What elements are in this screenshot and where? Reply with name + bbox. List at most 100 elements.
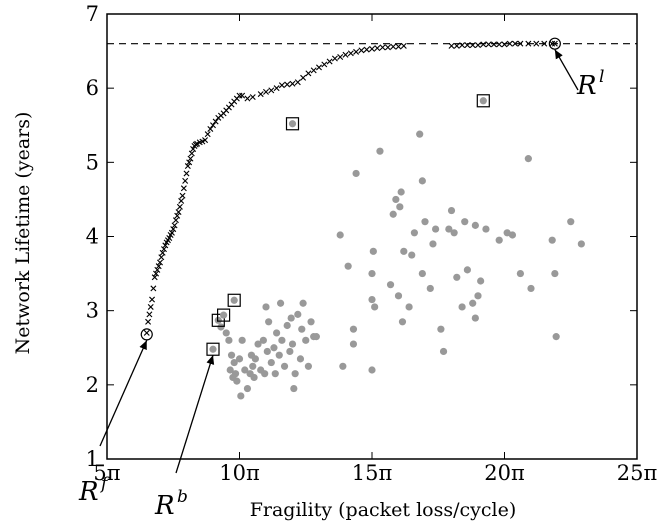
data-point-dot	[447, 206, 456, 215]
data-point-cross	[300, 74, 307, 81]
data-point-cross	[176, 203, 183, 210]
data-point-dot	[261, 370, 269, 378]
data-point-dot	[271, 370, 279, 378]
data-point-cross	[212, 118, 219, 125]
data-point-dot	[241, 366, 249, 374]
data-point-dot	[225, 336, 233, 344]
data-point-dot	[471, 221, 479, 229]
data-point-dot	[408, 251, 416, 259]
data-point-cross	[172, 217, 179, 224]
data-point-cross	[358, 47, 365, 54]
data-point-cross	[249, 94, 256, 101]
y-tick-label: 1	[86, 447, 99, 471]
data-point-cross	[145, 318, 152, 325]
data-point-dot	[251, 355, 259, 363]
data-point-dot	[469, 299, 477, 307]
data-point-dot	[237, 392, 245, 400]
data-point-cross	[453, 42, 460, 49]
data-point-dot	[471, 314, 479, 322]
data-point-cross	[166, 234, 173, 241]
data-point-dot	[410, 229, 418, 237]
data-point-cross	[180, 185, 187, 192]
highlight-square-marker	[211, 313, 225, 327]
data-point-dot	[398, 318, 407, 326]
y-tick-label: 7	[86, 2, 99, 26]
data-point-dot	[432, 225, 440, 233]
data-point-dot	[291, 370, 299, 378]
data-point-cross	[174, 212, 181, 219]
data-point-dot	[288, 340, 297, 348]
highlight-dot	[220, 311, 228, 319]
data-point-dot	[394, 292, 403, 300]
data-point-dot	[369, 247, 377, 255]
data-point-cross	[501, 41, 508, 48]
data-point-cross	[179, 192, 186, 199]
data-point-cross	[533, 40, 540, 47]
data-point-cross	[342, 51, 349, 58]
data-point-dot	[265, 318, 273, 326]
y-tick-label: 2	[86, 373, 99, 397]
y-tick-label: 5	[86, 150, 99, 174]
data-point-cross	[390, 43, 397, 50]
data-point-dot	[249, 362, 257, 370]
data-point-dot	[296, 355, 305, 363]
x-tick-label: 5π	[93, 461, 120, 485]
data-point-cross	[146, 311, 153, 318]
data-point-dot	[227, 351, 236, 359]
data-point-cross	[236, 92, 243, 99]
data-point-cross	[175, 209, 182, 216]
data-point-cross	[347, 50, 354, 57]
data-point-dot	[524, 155, 532, 163]
data-point-dot	[495, 236, 503, 244]
highlight-dot	[230, 296, 238, 304]
data-point-dot	[552, 333, 560, 341]
data-point-dot	[439, 347, 448, 356]
data-point-dot	[461, 218, 469, 226]
data-point-dot	[577, 240, 585, 248]
annotation-superscript: l	[599, 67, 604, 87]
data-point-dot	[263, 347, 271, 356]
data-point-cross	[149, 296, 156, 303]
data-point-cross	[162, 242, 169, 249]
data-point-dot	[453, 273, 461, 281]
data-point-dot	[280, 362, 289, 370]
highlight-square-marker	[217, 308, 231, 322]
data-point-dot	[336, 231, 344, 239]
data-point-cross	[204, 131, 211, 138]
data-point-dot	[312, 333, 320, 341]
data-point-cross	[183, 170, 190, 177]
data-point-dot	[267, 358, 275, 367]
data-point-cross	[525, 40, 532, 47]
data-point-cross	[369, 45, 375, 52]
data-point-dot	[230, 358, 238, 367]
data-point-dot	[226, 366, 234, 374]
annotation-label: R	[576, 71, 597, 101]
data-point-dot	[458, 303, 466, 311]
data-point-dot	[276, 299, 285, 307]
data-point-dot	[238, 336, 246, 344]
highlight-dot	[288, 120, 297, 128]
data-point-dot	[418, 269, 426, 278]
data-point-cross	[551, 40, 558, 47]
data-point-dot	[222, 329, 230, 337]
x-tick-label: 10π	[219, 461, 260, 485]
data-point-cross	[268, 87, 275, 94]
data-point-dot	[302, 336, 310, 344]
data-point-dot	[548, 236, 556, 244]
data-point-dot	[397, 188, 405, 196]
data-point-cross	[157, 259, 163, 266]
data-point-cross	[273, 85, 280, 92]
data-point-dot	[516, 269, 525, 278]
data-point-dot	[286, 347, 294, 356]
circled-point-marker	[140, 328, 153, 341]
data-point-dot	[233, 377, 241, 385]
data-point-cross	[475, 42, 481, 49]
data-point-dot	[217, 323, 225, 331]
data-point-dot	[508, 231, 517, 239]
data-point-cross	[395, 43, 402, 50]
data-point-dot	[376, 147, 384, 155]
circled-point-marker	[548, 37, 561, 50]
data-point-cross	[496, 41, 503, 48]
